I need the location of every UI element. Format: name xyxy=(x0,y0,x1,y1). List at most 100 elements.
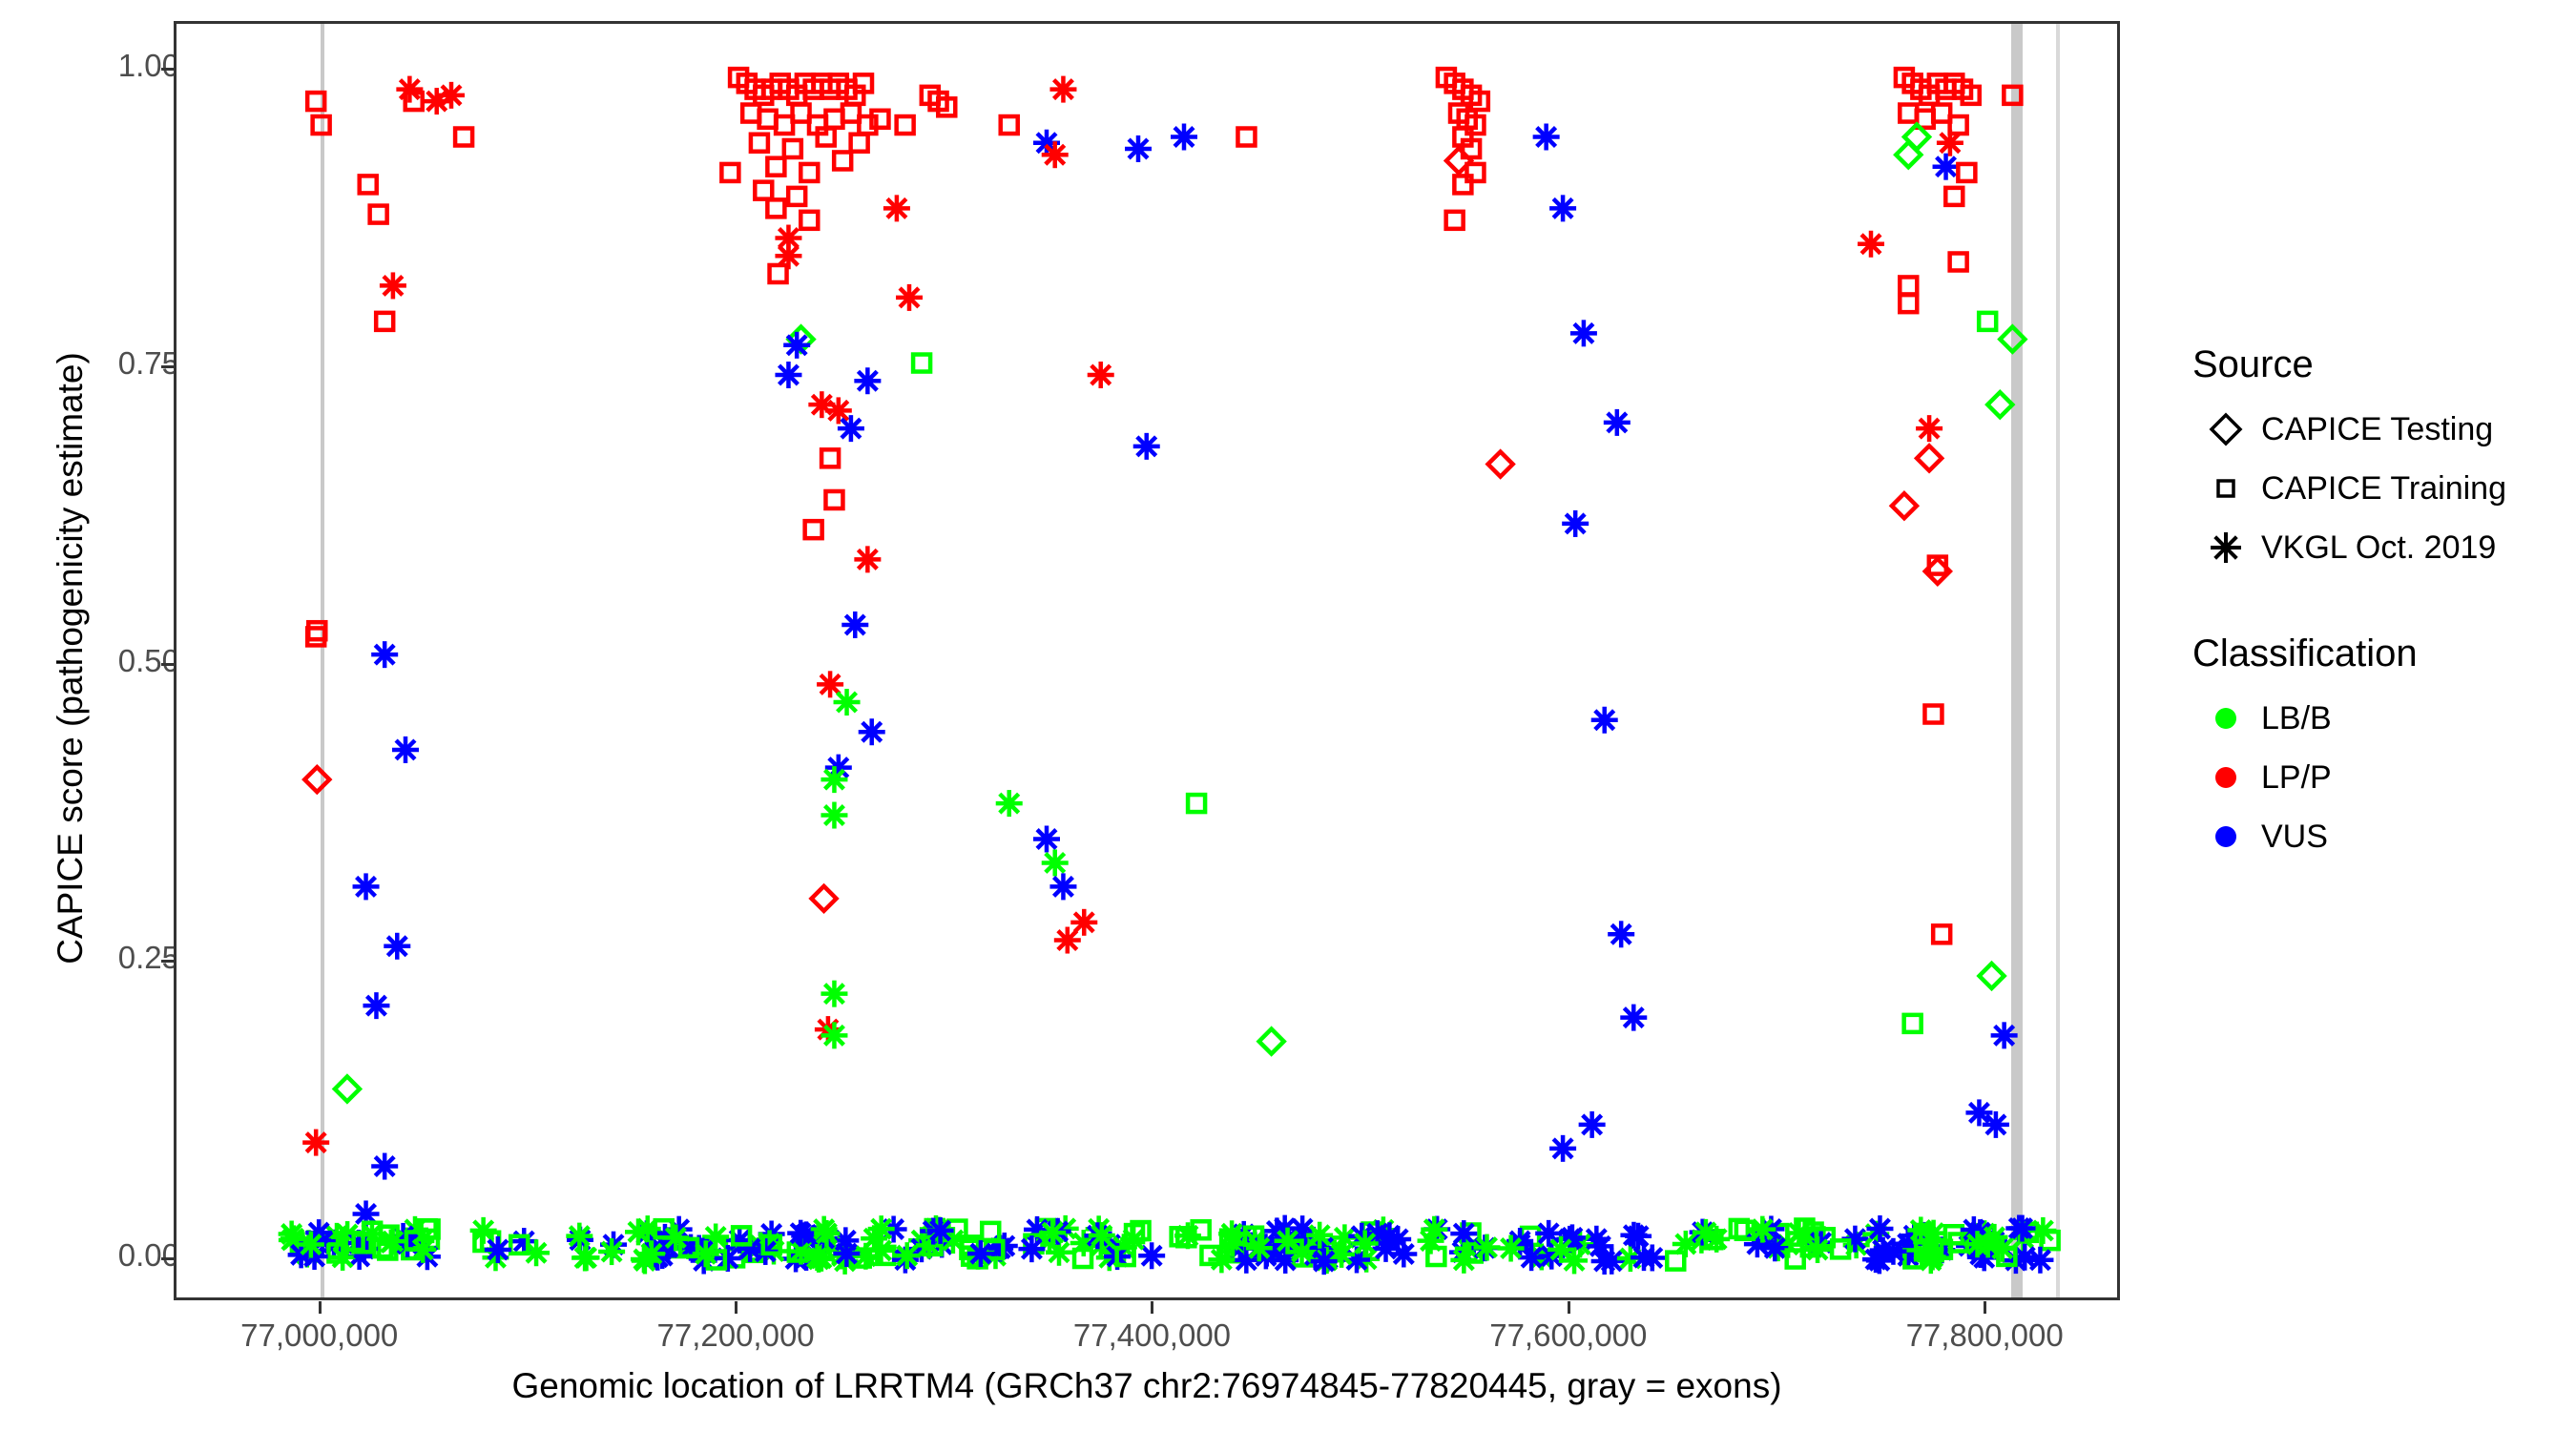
legend-item-source[interactable]: CAPICE Training xyxy=(2191,459,2572,518)
marker-square xyxy=(1922,703,1944,725)
marker-asterisk xyxy=(1990,1022,2018,1049)
marker-asterisk xyxy=(1306,1221,1334,1249)
marker-asterisk xyxy=(1907,1216,1935,1244)
marker-square xyxy=(767,262,789,285)
marker-square xyxy=(790,102,812,124)
marker-diamond xyxy=(1888,490,1921,522)
marker-diamond xyxy=(301,763,333,796)
marker-asterisk xyxy=(841,611,869,638)
marker-asterisk xyxy=(1351,1230,1379,1257)
legend-item-source[interactable]: VKGL Oct. 2019 xyxy=(2191,518,2572,577)
diamond-icon xyxy=(2209,412,2243,446)
marker-asterisk xyxy=(861,1225,888,1253)
legend-classification-block: Classification LB/B LP/P VUS xyxy=(2191,633,2572,866)
marker-asterisk xyxy=(1569,320,1597,347)
marker-square xyxy=(1901,1012,1923,1035)
marker-asterisk xyxy=(854,367,882,395)
marker-square xyxy=(1444,209,1465,232)
legend-item-classification[interactable]: LB/B xyxy=(2191,689,2572,748)
marker-asterisk xyxy=(1965,1099,1993,1127)
marker-asterisk xyxy=(821,1022,848,1049)
marker-asterisk xyxy=(893,1242,921,1270)
legend-item-label: CAPICE Testing xyxy=(2261,410,2494,447)
marker-asterisk xyxy=(1587,1233,1614,1260)
exon-band xyxy=(2056,24,2061,1297)
marker-asterisk xyxy=(1862,1246,1890,1274)
legend-item-classification[interactable]: VUS xyxy=(2191,807,2572,866)
square-icon xyxy=(2216,479,2235,498)
marker-square xyxy=(1943,185,1965,208)
marker-square xyxy=(705,1249,728,1271)
marker-asterisk xyxy=(1088,1222,1115,1250)
marker-asterisk xyxy=(1598,1247,1626,1275)
marker-asterisk xyxy=(775,361,802,388)
marker-asterisk xyxy=(297,1231,324,1258)
marker-asterisk xyxy=(1049,873,1077,901)
marker-asterisk xyxy=(384,932,411,960)
marker-asterisk xyxy=(1916,415,1943,443)
marker-asterisk xyxy=(1087,361,1114,388)
marker-square xyxy=(326,1242,348,1264)
marker-square xyxy=(802,518,824,541)
x-tick-mark xyxy=(1567,1301,1570,1314)
marker-asterisk xyxy=(1880,1237,1907,1265)
x-tick-mark xyxy=(735,1301,738,1314)
exon-band xyxy=(2019,24,2024,1297)
marker-square xyxy=(373,310,396,333)
marker-square xyxy=(452,126,475,148)
marker-square xyxy=(1236,126,1257,148)
marker-asterisk xyxy=(833,689,861,716)
x-tick-label: 77,200,000 xyxy=(656,1317,815,1353)
marker-diamond xyxy=(1913,443,1945,474)
marker-asterisk xyxy=(1417,1227,1444,1255)
marker-square xyxy=(894,114,916,136)
marker-square xyxy=(1996,1245,2018,1268)
marker-asterisk xyxy=(787,1219,815,1247)
legend-item-label: CAPICE Training xyxy=(2261,469,2506,507)
marker-asterisk xyxy=(858,718,885,746)
marker-square xyxy=(1829,1238,1852,1260)
x-tick-label: 77,600,000 xyxy=(1489,1317,1648,1353)
marker-diamond xyxy=(1893,139,1924,171)
y-tick-mark xyxy=(161,1257,174,1261)
marker-square xyxy=(1947,251,1969,273)
marker-asterisk xyxy=(1288,1238,1316,1266)
marker-asterisk xyxy=(371,641,399,669)
marker-square xyxy=(1930,102,1953,124)
marker-asterisk xyxy=(854,546,882,573)
marker-asterisk xyxy=(1310,1248,1338,1275)
marker-asterisk xyxy=(813,1219,841,1247)
marker-asterisk xyxy=(1590,706,1618,734)
marker-asterisk xyxy=(1932,153,1960,180)
marker-asterisk xyxy=(1033,825,1060,853)
legend-item-label: LB/B xyxy=(2261,699,2332,736)
marker-asterisk xyxy=(1549,195,1577,222)
marker-asterisk xyxy=(1053,926,1081,954)
marker-square xyxy=(1175,1227,1197,1249)
x-tick-label: 77,000,000 xyxy=(240,1317,399,1353)
marker-square xyxy=(367,203,389,225)
legend-item-source[interactable]: CAPICE Testing xyxy=(2191,400,2572,459)
marker-asterisk xyxy=(392,736,419,763)
legend-item-classification[interactable]: LP/P xyxy=(2191,748,2572,807)
marker-asterisk xyxy=(1919,1243,1946,1271)
marker-asterisk xyxy=(1120,1226,1148,1254)
marker-asterisk xyxy=(637,1240,665,1268)
legend-key xyxy=(2191,748,2261,807)
marker-diamond xyxy=(1976,960,2007,992)
marker-square xyxy=(357,174,379,196)
y-tick-label: 0.25 xyxy=(117,940,179,976)
marker-square xyxy=(1960,84,1982,107)
marker-asterisk xyxy=(833,1240,861,1268)
plot-panel xyxy=(174,21,2120,1300)
legend-classification-title: Classification xyxy=(2192,633,2418,674)
marker-asterisk xyxy=(1274,1227,1301,1255)
marker-asterisk xyxy=(363,992,390,1020)
x-axis-label: Genomic location of LRRTM4 (GRCh37 chr2:… xyxy=(511,1366,1782,1405)
legend-key xyxy=(2191,807,2261,866)
marker-square xyxy=(785,185,808,208)
marker-square xyxy=(1814,1227,1837,1249)
marker-square xyxy=(304,90,327,113)
marker-asterisk xyxy=(302,1129,330,1156)
